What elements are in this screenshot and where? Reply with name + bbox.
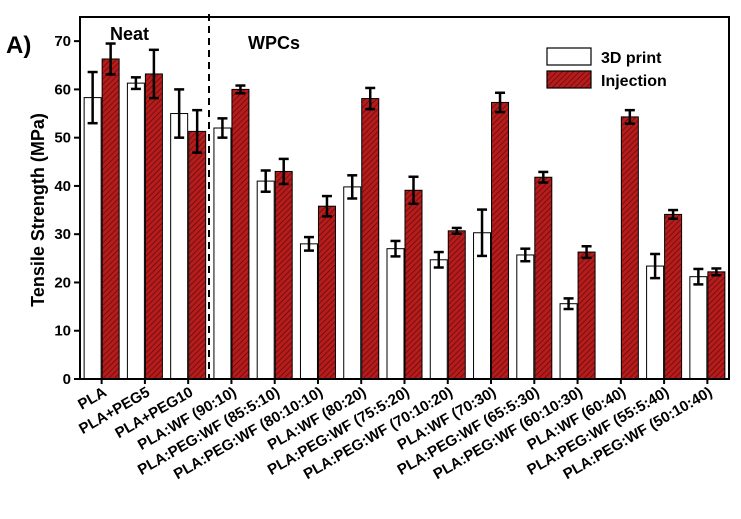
y-tick-label: 70	[54, 33, 71, 50]
bar-3d-print	[516, 254, 535, 380]
bar-injection	[404, 189, 423, 380]
bar-3d-print	[646, 265, 665, 380]
error-bars-layer	[87, 42, 722, 311]
legend-swatch-3d-print	[546, 47, 592, 66]
bar-injection	[144, 73, 163, 380]
bar-3d-print	[343, 186, 362, 380]
bar-injection	[317, 205, 336, 380]
group-label-neat: Neat	[110, 24, 149, 44]
bar-3d-print	[386, 248, 405, 380]
bar-3d-print	[170, 113, 189, 380]
bar-injection	[101, 58, 120, 380]
bar-injection	[361, 98, 380, 380]
bar-injection	[274, 170, 293, 380]
legend: 3D print Injection	[546, 47, 667, 90]
bar-3d-print	[689, 276, 708, 380]
bar-3d-print	[256, 180, 275, 380]
plot-frame	[79, 16, 730, 380]
y-tick-label: 10	[54, 323, 71, 340]
legend-label-injection: Injection	[601, 73, 667, 90]
y-tick-label: 60	[54, 81, 71, 98]
legend-swatch-injection	[546, 70, 592, 89]
bar-injection	[707, 271, 726, 380]
y-tick-label: 40	[54, 178, 71, 195]
bar-injection	[188, 130, 207, 380]
bar-injection	[620, 116, 639, 380]
y-tick-label: 0	[63, 371, 71, 388]
bar-injection	[534, 176, 553, 380]
group-label-wpcs: WPCs	[248, 33, 300, 53]
bar-injection	[447, 230, 466, 380]
bar-3d-print	[213, 127, 232, 380]
legend-label-3d-print: 3D print	[601, 50, 662, 67]
bar-injection	[577, 251, 596, 380]
bar-injection	[231, 88, 250, 380]
bar-injection	[664, 213, 683, 380]
y-tick-label: 50	[54, 130, 71, 147]
panel-label: A)	[6, 32, 31, 59]
y-tick-label: 20	[54, 274, 71, 291]
y-axis-ticks: 0 10 20 30 40 50 60 70	[54, 33, 80, 388]
y-tick-label: 30	[54, 226, 71, 243]
bar-3d-print	[83, 97, 102, 380]
bar-3d-print	[559, 303, 578, 380]
bar-injection	[491, 101, 510, 380]
bar-3d-print	[429, 259, 448, 380]
bar-3d-print	[126, 82, 145, 380]
bar-3d-print	[299, 243, 318, 380]
y-axis-label: Tensile Strength (MPa)	[28, 113, 48, 307]
